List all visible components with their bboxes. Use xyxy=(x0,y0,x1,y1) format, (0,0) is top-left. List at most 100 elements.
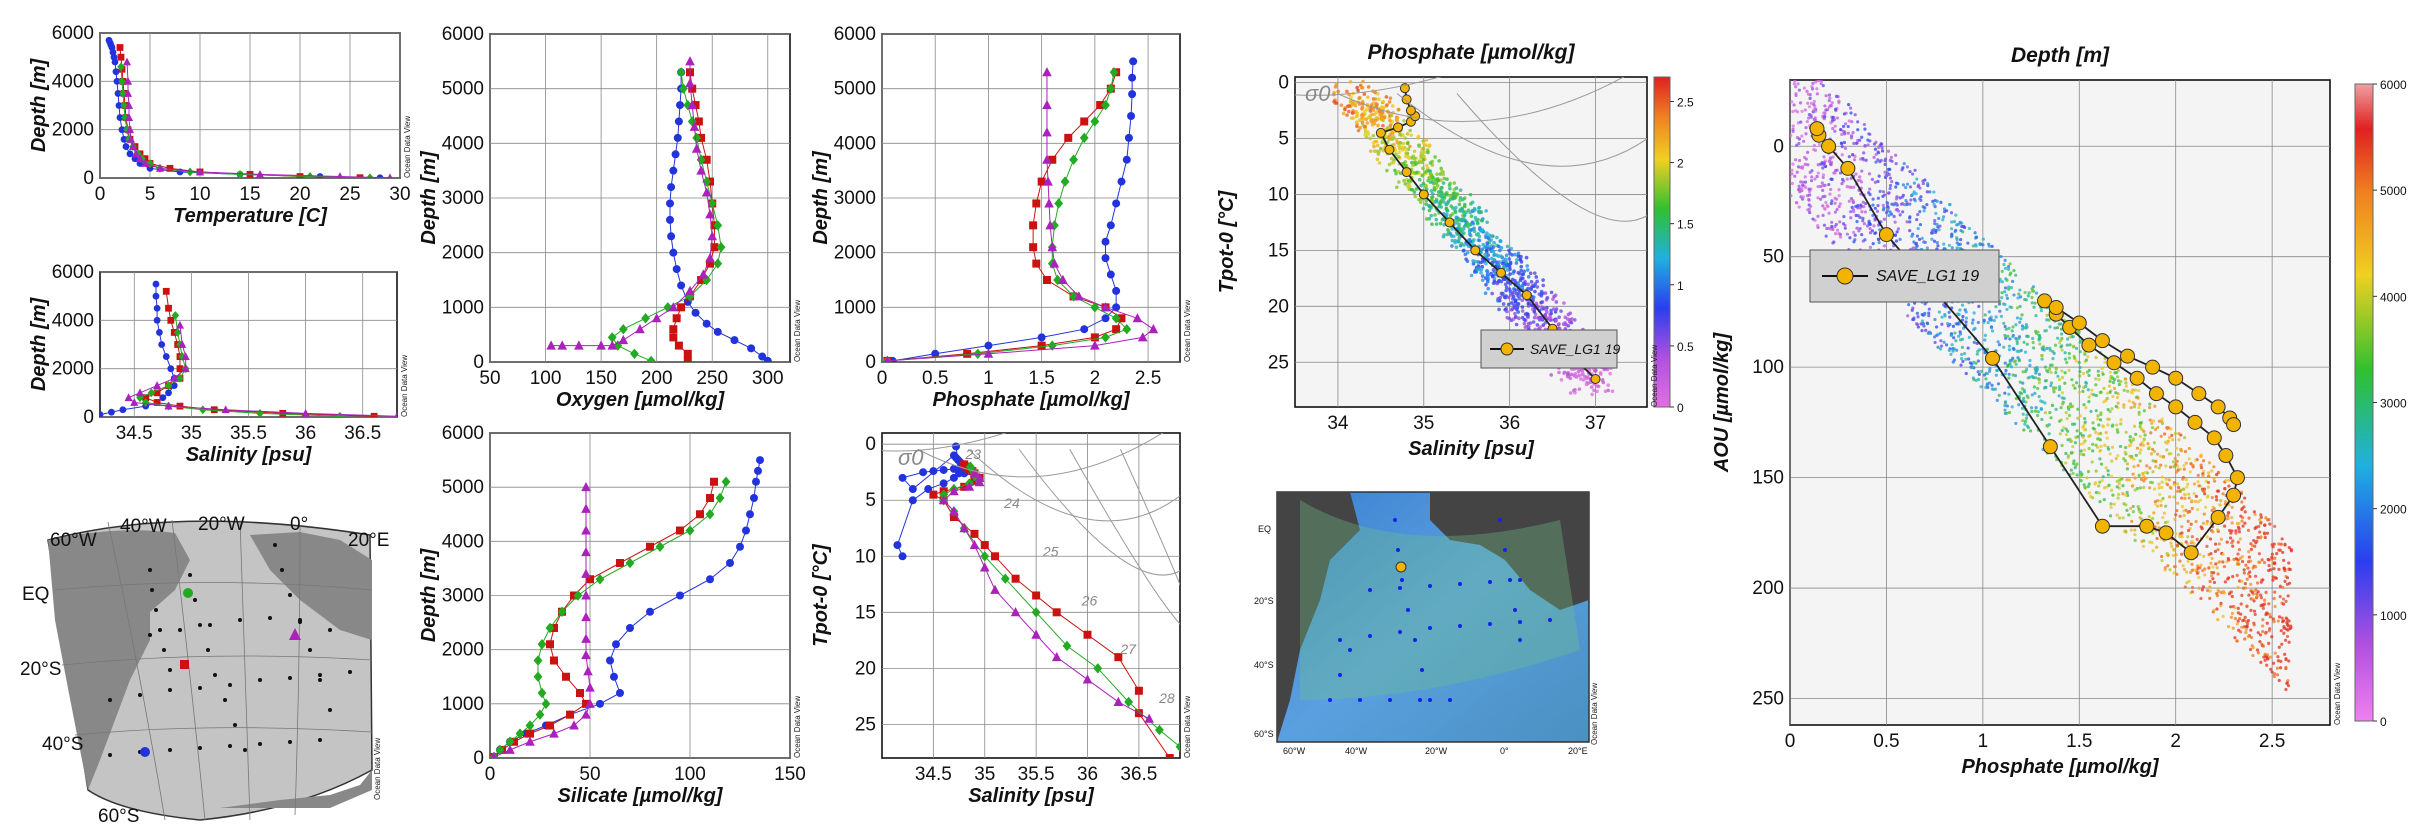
density-point xyxy=(1862,204,1866,209)
density-point xyxy=(2031,285,2036,289)
highlight-point xyxy=(1985,350,2000,366)
data-point xyxy=(114,90,122,97)
density-point xyxy=(1831,155,1835,159)
density-point xyxy=(1987,369,1992,373)
series-layer xyxy=(893,442,1180,758)
density-point xyxy=(2138,402,2142,406)
density-point xyxy=(2259,660,2263,664)
odv-credit: Ocean Data View xyxy=(1183,696,1192,758)
density-point xyxy=(1398,141,1403,145)
density-point xyxy=(2139,477,2144,481)
data-point xyxy=(706,575,714,584)
density-point xyxy=(2017,359,2021,363)
density-point xyxy=(2083,416,2087,421)
density-point xyxy=(1540,305,1544,309)
density-point xyxy=(1964,357,1968,361)
density-point xyxy=(1513,300,1518,304)
density-point xyxy=(1954,213,1958,217)
density-point xyxy=(1462,196,1467,200)
density-point xyxy=(1412,156,1417,161)
density-point xyxy=(1916,184,1920,189)
density-point xyxy=(2201,585,2205,589)
density-point xyxy=(1924,328,1928,332)
data-point xyxy=(495,744,505,756)
density-point xyxy=(2178,559,2182,563)
data-point xyxy=(713,327,722,336)
density-point xyxy=(1967,226,1972,231)
density-point xyxy=(1923,240,1927,244)
data-point xyxy=(694,117,703,126)
data-point xyxy=(581,568,591,578)
density-point xyxy=(1430,159,1434,164)
density-point xyxy=(1517,316,1521,321)
density-point xyxy=(1876,237,1881,241)
density-point xyxy=(2226,514,2230,518)
density-point xyxy=(1475,220,1480,225)
data-point xyxy=(747,344,756,353)
odv-credit: Ocean Data View xyxy=(1590,683,1599,745)
density-point xyxy=(2279,659,2283,663)
density-point xyxy=(2057,341,2062,345)
density-point xyxy=(1441,172,1446,177)
density-point xyxy=(1908,202,1912,206)
density-point xyxy=(1535,285,1540,289)
x-tick-label: 100 xyxy=(530,368,562,389)
density-point xyxy=(2253,544,2257,548)
density-point xyxy=(1985,347,1990,351)
density-point xyxy=(1905,182,1910,186)
density-point xyxy=(1357,118,1362,123)
density-point xyxy=(1474,232,1479,237)
density-point xyxy=(2278,594,2282,599)
density-point xyxy=(2050,363,2054,367)
density-point xyxy=(2014,362,2018,366)
density-point xyxy=(1439,186,1444,190)
density-point xyxy=(2222,564,2227,569)
data-point xyxy=(164,381,173,391)
density-point xyxy=(2284,657,2288,662)
density-point xyxy=(2099,444,2103,448)
density-point xyxy=(2057,394,2061,398)
density-point xyxy=(2047,423,2051,427)
data-point xyxy=(630,348,639,359)
density-point xyxy=(1605,367,1610,372)
density-point xyxy=(1841,222,1846,226)
density-point xyxy=(1934,229,1938,233)
y-tick-label: 2000 xyxy=(52,120,94,141)
density-point xyxy=(1883,170,1887,174)
density-point xyxy=(1361,79,1365,84)
density-point xyxy=(1971,318,1975,322)
density-point xyxy=(2246,560,2251,564)
density-point xyxy=(2076,416,2080,420)
density-point xyxy=(1501,302,1506,306)
x-tick-label: 34.5 xyxy=(116,423,153,444)
density-point xyxy=(2086,470,2091,474)
density-point xyxy=(2087,482,2091,486)
density-point xyxy=(1472,270,1477,274)
density-point xyxy=(1806,116,1811,120)
density-point xyxy=(2060,443,2064,448)
data-point xyxy=(153,316,161,324)
density-point xyxy=(2265,621,2269,625)
density-point xyxy=(1348,80,1353,84)
map-land-africa xyxy=(1430,492,1589,610)
density-point xyxy=(2139,443,2143,447)
density-point xyxy=(2125,462,2130,466)
density-point xyxy=(2037,395,2041,399)
data-point xyxy=(166,164,174,172)
density-point xyxy=(1568,376,1573,381)
density-point xyxy=(1465,250,1470,255)
density-point xyxy=(2158,454,2163,458)
density-point xyxy=(2098,457,2102,461)
density-point xyxy=(2181,477,2185,481)
data-point xyxy=(537,687,547,699)
density-point xyxy=(1403,136,1407,140)
density-point xyxy=(1956,334,1961,338)
data-point xyxy=(135,154,145,163)
density-point xyxy=(1516,294,1520,298)
density-point xyxy=(2259,604,2263,608)
density-point xyxy=(1990,383,1994,387)
data-point xyxy=(939,465,948,474)
density-point xyxy=(1942,340,1946,344)
density-point xyxy=(1801,180,1805,184)
density-point xyxy=(1438,221,1443,226)
